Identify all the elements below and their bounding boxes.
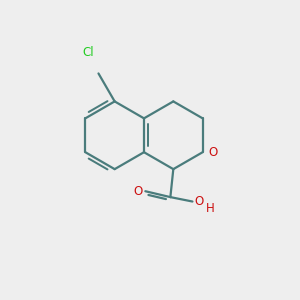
Text: O: O <box>194 195 203 208</box>
Text: O: O <box>208 146 217 159</box>
Text: O: O <box>133 185 142 198</box>
Text: Cl: Cl <box>82 46 94 59</box>
Text: H: H <box>206 202 214 215</box>
